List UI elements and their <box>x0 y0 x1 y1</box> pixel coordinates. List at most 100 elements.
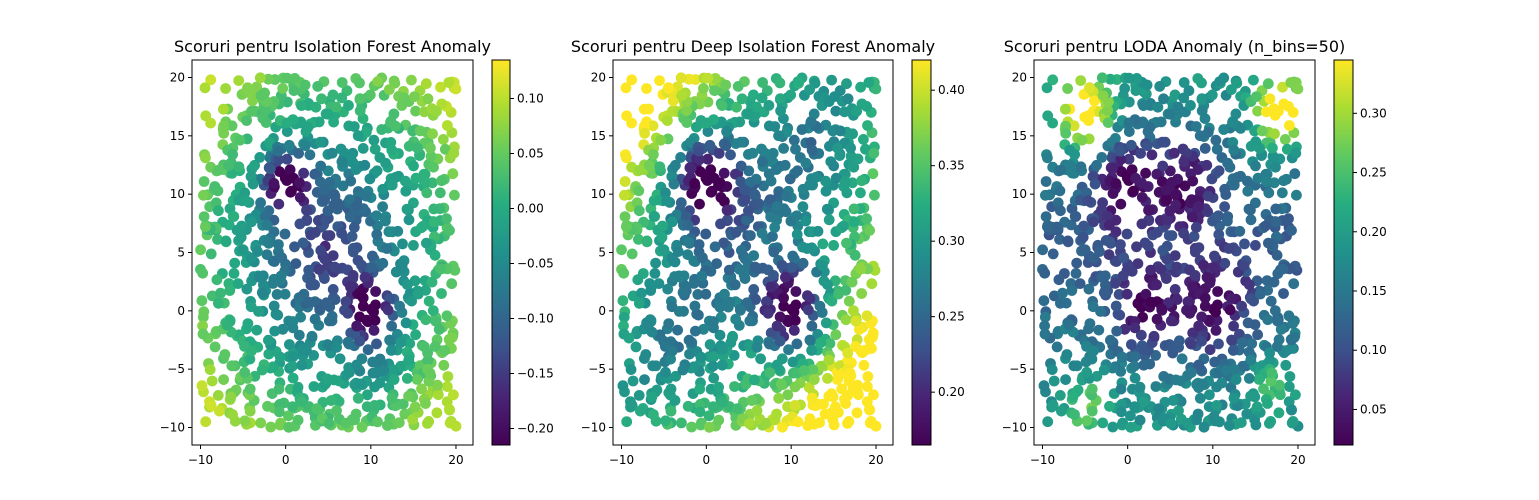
scatter-point <box>716 359 728 371</box>
scatter-point <box>1265 295 1277 307</box>
scatter-point <box>1129 351 1141 362</box>
scatter-point <box>382 304 394 316</box>
scatter-point <box>225 391 237 403</box>
scatter-point <box>785 89 797 101</box>
scatter-point <box>325 395 337 406</box>
scatter-point <box>703 410 715 422</box>
scatter-point <box>736 93 748 105</box>
scatter-point <box>424 367 436 379</box>
scatter-point <box>1242 317 1254 329</box>
scatter-point <box>1141 79 1153 91</box>
scatter-point <box>274 351 286 363</box>
scatter-point <box>281 72 293 84</box>
scatter-point <box>406 295 417 307</box>
scatter-point <box>354 105 366 117</box>
scatter-point <box>1252 172 1264 184</box>
scatter-point <box>1171 261 1182 273</box>
scatter-point <box>735 160 747 172</box>
scatter-point <box>688 278 700 289</box>
scatter-point <box>1210 134 1222 146</box>
scatter-point <box>393 417 405 428</box>
scatter-point <box>851 105 862 117</box>
scatter-point <box>861 213 872 225</box>
scatter-point <box>436 175 447 187</box>
scatter-point <box>749 374 760 386</box>
scatter-point <box>340 296 352 307</box>
scatter-point <box>442 371 454 382</box>
scatter-point <box>319 253 331 265</box>
scatter-point <box>1290 147 1302 159</box>
scatter-point <box>820 185 832 197</box>
scatter-point <box>1204 344 1216 356</box>
scatter-point <box>781 126 793 138</box>
scatter-point <box>1193 320 1205 332</box>
scatter-point <box>294 192 306 203</box>
scatter-point <box>1213 210 1224 222</box>
scatter-point <box>828 240 839 251</box>
scatter-point <box>1237 360 1249 372</box>
scatter-point <box>1068 360 1080 372</box>
scatter-point <box>322 205 334 217</box>
scatter-point <box>246 216 257 228</box>
scatter-point <box>372 76 384 87</box>
scatter-point <box>666 216 678 228</box>
scatter-point <box>446 278 458 290</box>
scatter-point <box>411 374 423 385</box>
scatter-point <box>330 101 342 113</box>
scatter-point <box>255 90 267 101</box>
scatter-point <box>340 417 352 429</box>
scatter-point <box>1169 284 1181 295</box>
scatter-point <box>815 337 827 348</box>
scatter-point <box>218 103 229 115</box>
scatter-point <box>681 117 693 128</box>
scatter-point <box>856 98 868 110</box>
scatter-point <box>1117 417 1129 429</box>
scatter-point <box>848 203 860 215</box>
scatter-point <box>229 257 241 269</box>
scatter-point <box>662 283 674 295</box>
scatter-point <box>1103 219 1115 231</box>
scatter-point <box>845 142 856 154</box>
scatter-point <box>778 143 789 154</box>
scatter-point <box>1104 400 1115 412</box>
scatter-point <box>1206 89 1218 101</box>
scatter-point <box>1219 201 1230 213</box>
scatter-point <box>1263 237 1274 249</box>
scatter-point <box>441 381 453 392</box>
scatter-point <box>367 250 378 262</box>
scatter-point <box>397 238 408 250</box>
scatter-point <box>672 324 683 336</box>
scatter-point <box>196 295 208 307</box>
scatter-point <box>1129 401 1140 413</box>
scatter-point <box>1252 329 1263 341</box>
scatter-point <box>1129 372 1141 384</box>
scatter-point <box>805 117 817 128</box>
scatter-point <box>1104 236 1116 248</box>
scatter-point <box>1047 400 1059 412</box>
scatter-point <box>1262 398 1273 409</box>
scatter-point <box>383 84 395 95</box>
scatter-point <box>323 315 335 327</box>
scatter-point <box>820 317 832 329</box>
scatter-point <box>1138 344 1150 355</box>
scatter-point <box>1243 203 1255 215</box>
scatter-point <box>826 295 838 307</box>
scatter-point <box>702 126 714 137</box>
scatter-point <box>269 325 281 337</box>
scatter-point <box>808 374 820 385</box>
scatter-point <box>1276 187 1288 199</box>
y-tick-label: 20 <box>170 71 185 85</box>
scatter-point <box>422 418 433 429</box>
scatter-point <box>326 147 338 159</box>
scatter-point <box>626 117 637 129</box>
scatter-point <box>713 414 725 426</box>
scatter-point <box>1220 365 1232 376</box>
scatter-point <box>771 359 783 371</box>
scatter-point <box>263 334 274 346</box>
scatter-point <box>744 177 756 188</box>
scatter-point <box>227 149 239 160</box>
scatter-point <box>1227 345 1239 356</box>
scatter-point <box>327 250 339 261</box>
scatter-point <box>408 160 419 172</box>
scatter-point <box>1083 283 1095 295</box>
